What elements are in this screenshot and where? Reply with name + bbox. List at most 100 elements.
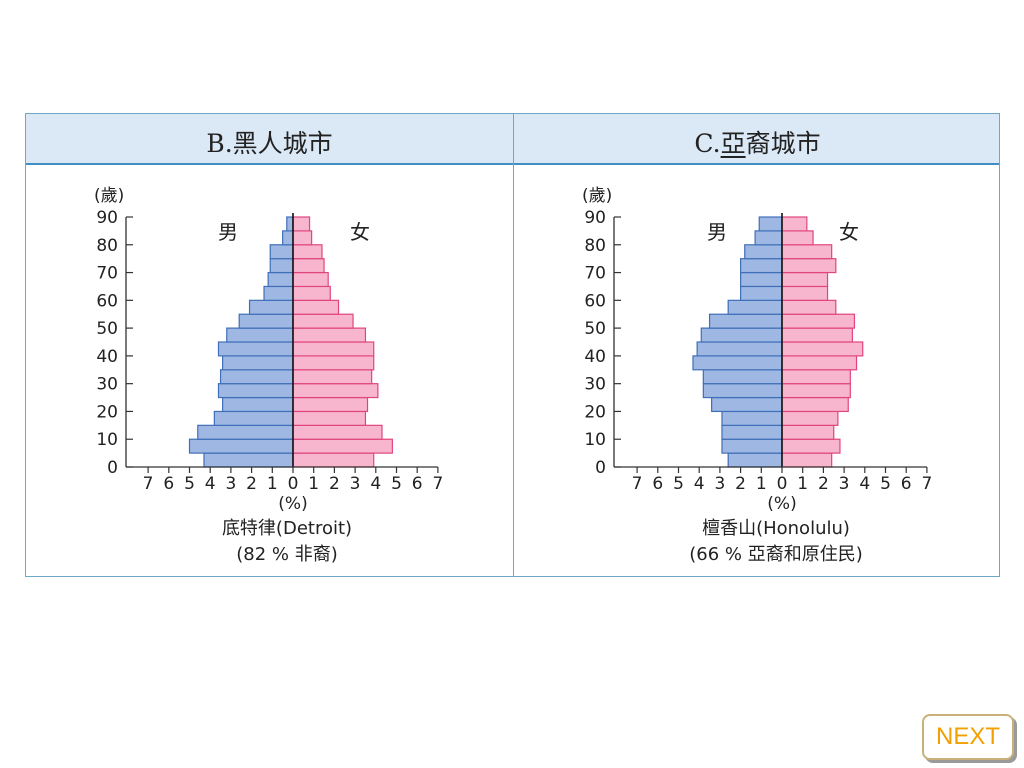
- male-bar: [700, 327, 783, 343]
- percent-tick-label: 0: [288, 474, 299, 494]
- panel-b-prefix: B.: [206, 129, 233, 158]
- pyramid-table: B.黑人城市 C.亞裔城市 0 10 20 30 40 50 60 70 80 90 (歲) 7 6 5 4…: [25, 113, 1000, 577]
- female-bar: [781, 438, 841, 454]
- next-button[interactable]: NEXT: [922, 714, 1014, 760]
- percent-axis-title: (%): [278, 494, 307, 514]
- female-bar: [292, 355, 375, 371]
- female-bar: [292, 327, 367, 343]
- male-bar: [727, 299, 783, 315]
- male-bar: [222, 355, 294, 371]
- percent-tick-label: 0: [777, 474, 788, 494]
- percent-tick-label: 7: [432, 474, 443, 494]
- male-bar: [219, 369, 294, 385]
- age-tick-label: 30: [584, 375, 606, 395]
- male-bar: [267, 271, 294, 288]
- female-bar: [781, 258, 837, 274]
- male-label: 男: [707, 220, 727, 244]
- age-tick-label: 60: [96, 291, 118, 311]
- age-tick-label: 70: [96, 264, 118, 284]
- male-bar: [702, 369, 783, 385]
- male-bar: [222, 396, 294, 413]
- male-bar: [754, 230, 783, 246]
- male-bar: [758, 216, 783, 232]
- male-bar: [740, 285, 783, 301]
- male-bar: [188, 438, 294, 454]
- female-bar: [781, 285, 829, 301]
- female-label: 女: [350, 220, 370, 244]
- percent-tick-label: 3: [225, 474, 236, 494]
- percent-tick-label: 2: [329, 474, 340, 494]
- age-tick-label: 80: [96, 236, 118, 256]
- male-bar: [721, 424, 783, 440]
- female-bar: [292, 216, 311, 232]
- percent-tick-label: 7: [143, 474, 154, 494]
- male-bar: [248, 299, 294, 315]
- male-bar: [238, 313, 294, 329]
- female-bar: [781, 410, 839, 426]
- percent-axis-title: (%): [767, 494, 796, 514]
- male-label: 男: [218, 220, 238, 244]
- female-bar: [781, 369, 851, 385]
- age-tick-label: 40: [584, 347, 606, 367]
- percent-tick-label: 1: [756, 474, 767, 494]
- age-tick-label: 50: [584, 319, 606, 339]
- column-divider: [513, 114, 514, 576]
- age-tick-label: 60: [584, 291, 606, 311]
- panel-c-prefix: C.: [694, 129, 721, 158]
- male-bar: [263, 285, 294, 301]
- female-bar: [292, 313, 354, 329]
- age-tick-label: 50: [96, 319, 118, 339]
- male-bar: [692, 355, 783, 371]
- male-bar: [203, 452, 294, 468]
- male-bar: [217, 341, 294, 357]
- female-bar: [781, 216, 808, 232]
- female-bar: [292, 438, 393, 454]
- percent-tick-label: 5: [391, 474, 402, 494]
- male-bar: [744, 244, 783, 260]
- female-bar: [781, 396, 849, 413]
- age-tick-label: 40: [96, 347, 118, 367]
- male-bar: [269, 258, 294, 274]
- percent-tick-label: 3: [350, 474, 361, 494]
- male-bar: [696, 341, 783, 357]
- male-bar: [217, 383, 294, 399]
- female-bar: [781, 452, 833, 468]
- female-bar: [781, 244, 833, 260]
- female-label: 女: [839, 220, 859, 244]
- percent-tick-label: 1: [797, 474, 808, 494]
- percent-tick-label: 5: [184, 474, 195, 494]
- percent-tick-label: 6: [412, 474, 423, 494]
- age-tick-label: 90: [584, 208, 606, 228]
- panel-title-c: C.亞裔城市: [514, 124, 1001, 160]
- percent-tick-label: 6: [901, 474, 912, 494]
- age-tick-label: 90: [96, 208, 118, 228]
- female-bar: [781, 383, 851, 399]
- male-bar: [197, 424, 294, 440]
- female-bar: [292, 258, 325, 274]
- female-bar: [781, 424, 835, 440]
- age-tick-label: 20: [584, 402, 606, 422]
- percent-tick-label: 6: [163, 474, 174, 494]
- percent-tick-label: 7: [632, 474, 643, 494]
- male-bar: [213, 410, 294, 426]
- male-bar: [226, 327, 294, 343]
- female-bar: [292, 452, 375, 468]
- female-bar: [292, 396, 369, 413]
- male-bar: [721, 438, 783, 454]
- female-bar: [292, 424, 383, 440]
- panel-c-underlined-char: 亞: [720, 129, 746, 158]
- male-bar: [286, 216, 294, 232]
- percent-tick-label: 5: [673, 474, 684, 494]
- female-bar: [292, 299, 340, 315]
- age-tick-label: 10: [584, 430, 606, 450]
- percent-tick-label: 7: [921, 474, 932, 494]
- female-bar: [292, 244, 323, 260]
- male-bar: [702, 383, 783, 399]
- female-bar: [292, 271, 329, 288]
- age-axis-title: (歲): [582, 186, 612, 206]
- city-caption: 檀香山(Honolulu): [702, 518, 850, 539]
- female-bar: [781, 327, 853, 343]
- percent-tick-label: 3: [839, 474, 850, 494]
